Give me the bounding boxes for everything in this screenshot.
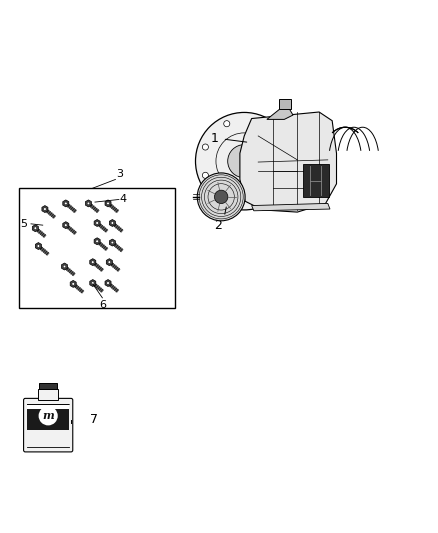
Polygon shape — [35, 243, 42, 249]
Circle shape — [224, 120, 230, 127]
Polygon shape — [252, 204, 330, 211]
Polygon shape — [70, 280, 76, 287]
Polygon shape — [110, 220, 115, 227]
Circle shape — [108, 261, 111, 263]
Circle shape — [280, 172, 286, 179]
Text: 2: 2 — [215, 219, 223, 232]
Polygon shape — [42, 206, 48, 213]
Polygon shape — [85, 200, 92, 207]
Bar — [303, 164, 328, 197]
Polygon shape — [110, 239, 115, 246]
Polygon shape — [105, 200, 111, 207]
Polygon shape — [61, 263, 67, 270]
Circle shape — [37, 245, 40, 247]
Circle shape — [107, 202, 110, 205]
Circle shape — [202, 144, 208, 150]
Circle shape — [107, 282, 110, 284]
Circle shape — [228, 144, 261, 177]
Polygon shape — [63, 200, 69, 207]
Circle shape — [64, 202, 67, 205]
Polygon shape — [106, 259, 112, 265]
Text: 4: 4 — [120, 195, 127, 205]
Bar — [39, 383, 57, 389]
Circle shape — [44, 208, 46, 211]
Circle shape — [96, 240, 99, 243]
Polygon shape — [267, 108, 293, 119]
Bar — [27, 406, 69, 409]
Circle shape — [64, 224, 67, 227]
Polygon shape — [94, 238, 100, 245]
Bar — [27, 404, 69, 430]
Circle shape — [39, 406, 58, 425]
Circle shape — [280, 144, 286, 150]
Text: 7: 7 — [90, 413, 98, 426]
Circle shape — [259, 196, 265, 201]
Circle shape — [215, 190, 228, 204]
Circle shape — [195, 112, 293, 210]
Bar — [279, 99, 291, 109]
Polygon shape — [240, 112, 336, 212]
Circle shape — [34, 227, 37, 230]
Circle shape — [111, 222, 114, 224]
Polygon shape — [94, 220, 100, 227]
Circle shape — [96, 222, 99, 224]
Circle shape — [92, 282, 94, 284]
Circle shape — [87, 202, 90, 205]
Circle shape — [92, 261, 94, 263]
Polygon shape — [105, 279, 111, 287]
Text: 3: 3 — [116, 168, 123, 179]
Polygon shape — [32, 225, 39, 232]
Text: m: m — [42, 410, 54, 421]
Circle shape — [72, 282, 74, 285]
Bar — [19, 188, 176, 308]
Text: 6: 6 — [99, 300, 106, 310]
Circle shape — [202, 172, 208, 179]
Circle shape — [63, 265, 66, 268]
Text: 5: 5 — [21, 219, 28, 229]
Polygon shape — [90, 259, 96, 265]
Circle shape — [197, 173, 245, 221]
Text: 1: 1 — [211, 133, 219, 146]
Circle shape — [111, 241, 114, 244]
Circle shape — [255, 119, 261, 125]
Bar — [38, 389, 58, 400]
Polygon shape — [90, 279, 96, 287]
Polygon shape — [63, 222, 69, 229]
FancyBboxPatch shape — [24, 398, 73, 452]
Circle shape — [227, 197, 233, 203]
